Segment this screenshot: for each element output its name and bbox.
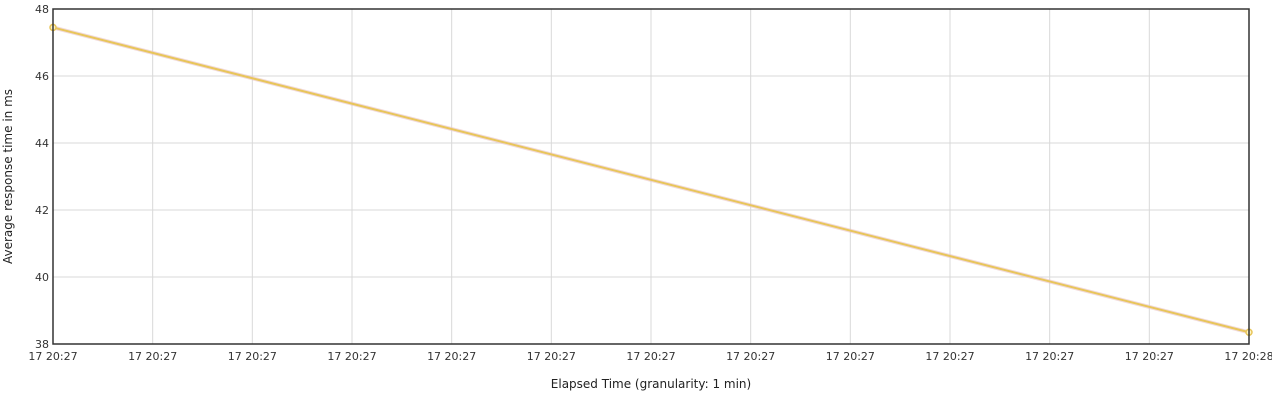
y-tick-label: 44 — [35, 137, 49, 150]
x-tick-label: 17 20:27 — [427, 350, 476, 363]
x-tick-label: 17 20:27 — [128, 350, 177, 363]
y-tick-label: 38 — [35, 338, 49, 351]
y-tick-label: 46 — [35, 70, 49, 83]
x-tick-label: 17 20:27 — [327, 350, 376, 363]
series-line — [52, 26, 1250, 334]
y-tick-label: 40 — [35, 271, 49, 284]
plot-border — [52, 8, 1250, 345]
x-axis-ticks: 17 20:27 17 20:27 17 20:27 17 20:27 17 20:27… — [28, 350, 1272, 363]
x-tick-label: 17 20:27 — [826, 350, 875, 363]
x-tick-label: 17 20:27 — [626, 350, 675, 363]
y-axis-ticks: 38 40 42 44 46 48 — [35, 3, 49, 351]
x-axis-title: Elapsed Time (granularity: 1 min) — [551, 377, 751, 391]
y-tick-label: 42 — [35, 204, 49, 217]
x-tick-label: 17 20:27 — [527, 350, 576, 363]
x-tick-label: 17 20:27 — [28, 350, 77, 363]
y-axis-title: Average response time in ms — [1, 89, 15, 264]
x-tick-label: 17 20:27 — [1125, 350, 1174, 363]
y-tick-label: 48 — [35, 3, 49, 16]
x-tick-label: 17 20:27 — [925, 350, 974, 363]
x-tick-label: 17 20:28 — [1224, 350, 1272, 363]
x-tick-label: 17 20:27 — [1025, 350, 1074, 363]
x-tick-label: 17 20:27 — [228, 350, 277, 363]
x-tick-label: 17 20:27 — [726, 350, 775, 363]
